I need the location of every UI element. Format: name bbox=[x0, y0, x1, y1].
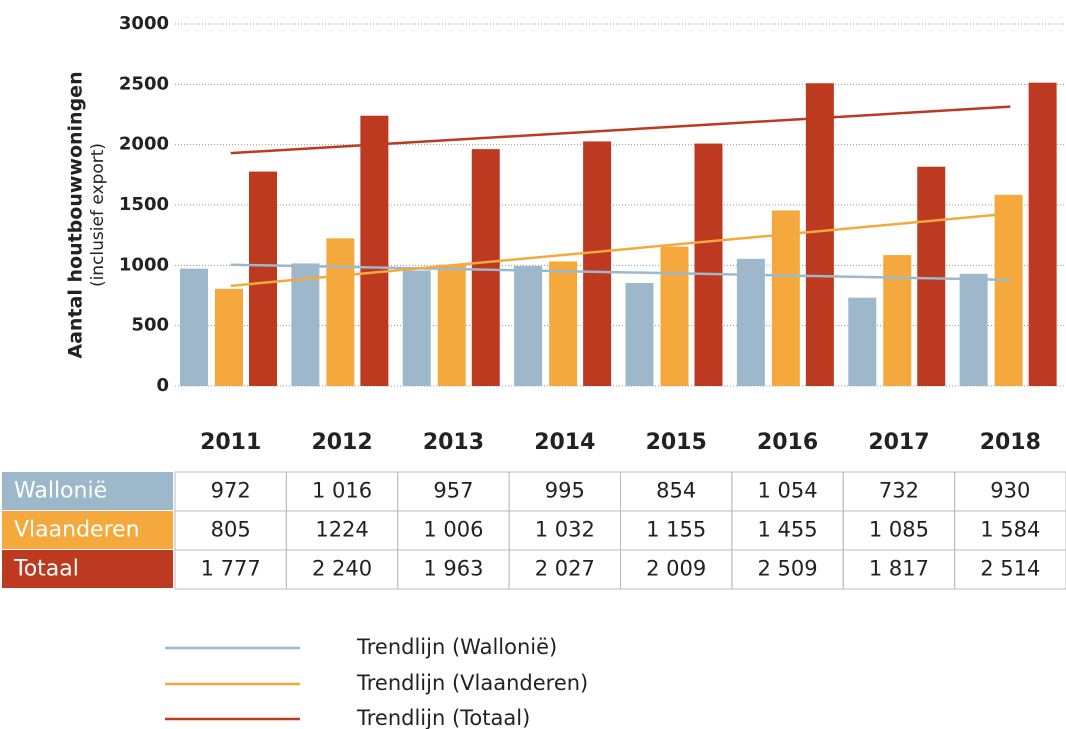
bar bbox=[180, 268, 208, 386]
table-value: 2 509 bbox=[758, 557, 818, 581]
legend-label: Trendlijn (Vlaanderen) bbox=[356, 671, 588, 695]
bar bbox=[805, 83, 834, 387]
row-header: Totaal bbox=[13, 557, 79, 582]
bar bbox=[771, 210, 800, 386]
bar bbox=[736, 258, 765, 386]
y-tick-label: 2000 bbox=[119, 134, 169, 155]
bar bbox=[625, 282, 654, 386]
bar bbox=[215, 288, 243, 386]
bar bbox=[883, 255, 912, 386]
row-header-cell bbox=[2, 550, 173, 588]
x-tick-label: 2014 bbox=[534, 430, 595, 455]
bar bbox=[471, 149, 500, 386]
bar bbox=[437, 264, 466, 386]
trend-line bbox=[230, 212, 1011, 288]
table-value: 854 bbox=[656, 479, 696, 503]
table-cell bbox=[954, 549, 1066, 590]
x-tick-label: 2017 bbox=[868, 430, 929, 455]
trend-line bbox=[230, 105, 1011, 155]
bar bbox=[291, 263, 320, 386]
y-axis-title: Aantal houtbouwwoningen bbox=[65, 71, 87, 358]
table-value: 1 155 bbox=[646, 518, 706, 542]
bar bbox=[1028, 82, 1057, 387]
y-tick-label: 1000 bbox=[119, 254, 169, 275]
x-tick-label: 2013 bbox=[423, 430, 484, 455]
legend-label: Trendlijn (Totaal) bbox=[356, 706, 530, 729]
bar bbox=[583, 141, 612, 386]
table-value: 732 bbox=[879, 479, 919, 503]
x-tick-label: 2015 bbox=[646, 430, 707, 455]
bar bbox=[549, 261, 578, 386]
table-value: 1 817 bbox=[869, 557, 929, 581]
table-value: 1 777 bbox=[201, 557, 261, 581]
table-value: 2 240 bbox=[312, 557, 372, 581]
bar bbox=[917, 166, 946, 386]
table-value: 1 455 bbox=[758, 518, 818, 542]
bar bbox=[402, 270, 431, 386]
bar bbox=[514, 265, 543, 386]
trend-line bbox=[230, 263, 1011, 282]
y-tick-label: 500 bbox=[131, 315, 169, 336]
x-tick-label: 2012 bbox=[311, 430, 372, 455]
table-value: 957 bbox=[433, 479, 473, 503]
y-tick-label: 3000 bbox=[119, 13, 169, 34]
row-header: Vlaanderen bbox=[14, 518, 140, 543]
table-value: 1 054 bbox=[758, 479, 818, 503]
table-value: 2 027 bbox=[535, 557, 595, 581]
row-header-cell bbox=[2, 511, 173, 549]
y-tick-label: 0 bbox=[156, 375, 169, 396]
y-tick-label: 1500 bbox=[119, 194, 169, 215]
table-value: 805 bbox=[211, 518, 251, 542]
table-value: 1 016 bbox=[312, 479, 372, 503]
table-value: 1224 bbox=[315, 518, 368, 542]
bar bbox=[660, 246, 689, 386]
table-value: 972 bbox=[211, 479, 251, 503]
table-value: 930 bbox=[990, 479, 1030, 503]
legend-label: Trendlijn (Wallonië) bbox=[356, 635, 557, 659]
y-axis-subtitle: (inclusief export) bbox=[88, 143, 108, 287]
y-tick-label: 2500 bbox=[119, 73, 169, 94]
bar bbox=[994, 194, 1023, 386]
row-header-cell bbox=[2, 472, 173, 510]
bar bbox=[959, 273, 988, 386]
table-value: 1 006 bbox=[423, 518, 483, 542]
bar bbox=[694, 143, 723, 386]
x-tick-label: 2016 bbox=[757, 430, 818, 455]
x-tick-label: 2018 bbox=[980, 430, 1041, 455]
bar bbox=[326, 238, 355, 386]
table-value: 1 085 bbox=[869, 518, 929, 542]
row-header: Wallonië bbox=[14, 479, 107, 504]
bar bbox=[848, 297, 877, 386]
table-value: 1 584 bbox=[980, 518, 1040, 542]
table-value: 1 963 bbox=[423, 557, 483, 581]
table-value: 2 514 bbox=[980, 557, 1040, 581]
table-value: 995 bbox=[545, 479, 585, 503]
table-value: 1 032 bbox=[535, 518, 595, 542]
table-value: 2 009 bbox=[646, 557, 706, 581]
bar bbox=[360, 115, 389, 386]
bar bbox=[249, 171, 277, 386]
x-tick-label: 2011 bbox=[200, 430, 261, 455]
